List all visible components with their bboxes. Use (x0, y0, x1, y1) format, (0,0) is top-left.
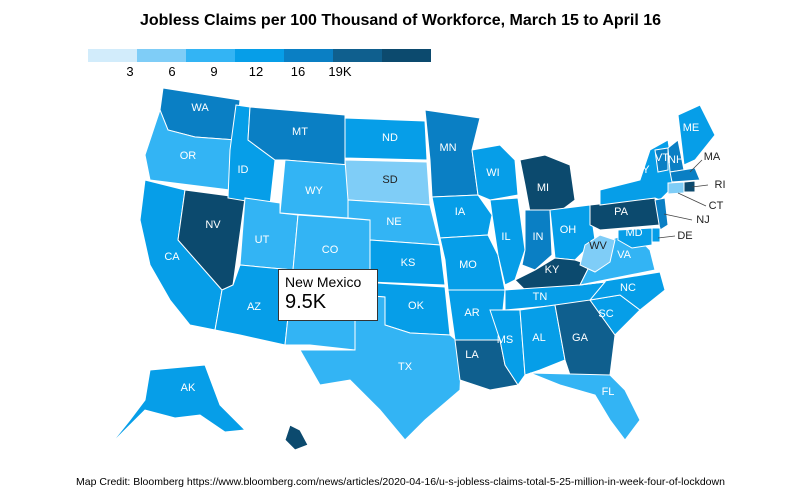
state-vt[interactable] (654, 147, 669, 173)
state-leader-line (689, 159, 703, 173)
state-label: SD (382, 174, 397, 186)
state-leader-line (691, 184, 709, 188)
state-label: WV (589, 240, 607, 252)
state-label: MT (292, 126, 308, 138)
state-al[interactable] (519, 304, 566, 376)
state-label: VT (655, 152, 669, 164)
state-nc[interactable] (579, 271, 666, 311)
state-label: AK (181, 382, 196, 394)
state-label: UT (255, 234, 270, 246)
state-label: AZ (247, 301, 261, 313)
legend-labels: 3 6 9 12 16 19K (88, 62, 388, 79)
legend-color-bar (88, 49, 431, 62)
legend-label: 16 (290, 64, 306, 79)
state-label: RI (715, 179, 726, 191)
state-leader-line (677, 192, 707, 207)
state-wi[interactable] (471, 144, 519, 201)
state-label: SC (598, 308, 613, 320)
state-label: IN (533, 231, 544, 243)
tooltip-state-value: 9.5K (285, 291, 327, 313)
state-label: MA (704, 151, 721, 163)
state-mi[interactable] (519, 154, 576, 216)
color-legend: 3 6 9 12 16 19K (88, 49, 431, 79)
state-label: WA (191, 102, 209, 114)
state-label: MD (625, 227, 642, 239)
legend-label: 19K (328, 64, 352, 79)
state-label: AR (464, 307, 479, 319)
state-label: MN (439, 142, 456, 154)
state-label: WY (305, 185, 323, 197)
state-label: KS (401, 257, 416, 269)
state-label: AL (532, 332, 545, 344)
state-label: CA (164, 251, 180, 263)
state-ct[interactable] (667, 181, 685, 195)
state-md[interactable] (617, 227, 653, 249)
state-ma[interactable] (669, 167, 701, 183)
legend-swatch (186, 49, 235, 62)
state-label: ME (683, 122, 700, 134)
state-label: MI (537, 182, 549, 194)
state-label: NV (205, 219, 221, 231)
state-label: OR (180, 150, 197, 162)
state-nj[interactable] (654, 197, 669, 231)
state-me[interactable] (677, 104, 716, 166)
legend-swatch (284, 49, 333, 62)
state-label: KY (545, 264, 560, 276)
state-tooltip: New Mexico 9.5K (278, 269, 378, 321)
state-label: CT (709, 200, 724, 212)
state-ks[interactable] (369, 239, 446, 286)
state-label: NY (634, 164, 650, 176)
tooltip-state-name: New Mexico (285, 274, 362, 290)
state-label: ID (238, 164, 249, 176)
state-label: VA (617, 249, 632, 261)
state-label: NE (386, 216, 401, 228)
state-wv[interactable] (579, 234, 616, 273)
state-ak[interactable] (109, 364, 247, 446)
legend-swatch (137, 49, 186, 62)
state-label: NC (620, 282, 636, 294)
state-de[interactable] (651, 227, 661, 243)
legend-swatch (235, 49, 284, 62)
state-label: TX (398, 361, 413, 373)
state-fl[interactable] (529, 372, 641, 441)
state-leader-line (663, 213, 693, 221)
legend-swatch (382, 49, 431, 62)
map-title: Jobless Claims per 100 Thousand of Workf… (139, 12, 662, 29)
legend-swatch (333, 49, 382, 62)
state-label: MO (459, 259, 477, 271)
state-label: NH (668, 154, 684, 166)
state-label: MS (497, 334, 514, 346)
state-label: PA (614, 206, 629, 218)
state-ia[interactable] (431, 194, 493, 239)
state-tx[interactable] (299, 294, 463, 441)
state-label: IA (455, 206, 466, 218)
state-label: IL (501, 231, 510, 243)
state-label: NJ (696, 214, 709, 226)
state-label: OH (560, 224, 577, 236)
state-label: ND (382, 132, 398, 144)
state-leader-line (657, 235, 676, 239)
legend-label: 9 (210, 64, 218, 79)
state-hi[interactable] (284, 424, 309, 451)
state-nd[interactable] (344, 117, 428, 161)
legend-label: 3 (126, 64, 134, 79)
state-label: WI (486, 167, 499, 179)
state-label: DE (677, 230, 692, 242)
state-label: LA (465, 349, 479, 361)
state-label: GA (572, 332, 589, 344)
state-label: FL (602, 386, 615, 398)
map-credit: Map Credit: Bloomberg https://www.bloomb… (76, 476, 725, 488)
legend-label: 12 (248, 64, 264, 79)
legend-swatch (88, 49, 137, 62)
state-label: TN (533, 291, 548, 303)
legend-label: 6 (168, 64, 176, 79)
state-label: CO (322, 244, 339, 256)
state-il[interactable] (489, 197, 526, 286)
state-label: OK (408, 300, 425, 312)
